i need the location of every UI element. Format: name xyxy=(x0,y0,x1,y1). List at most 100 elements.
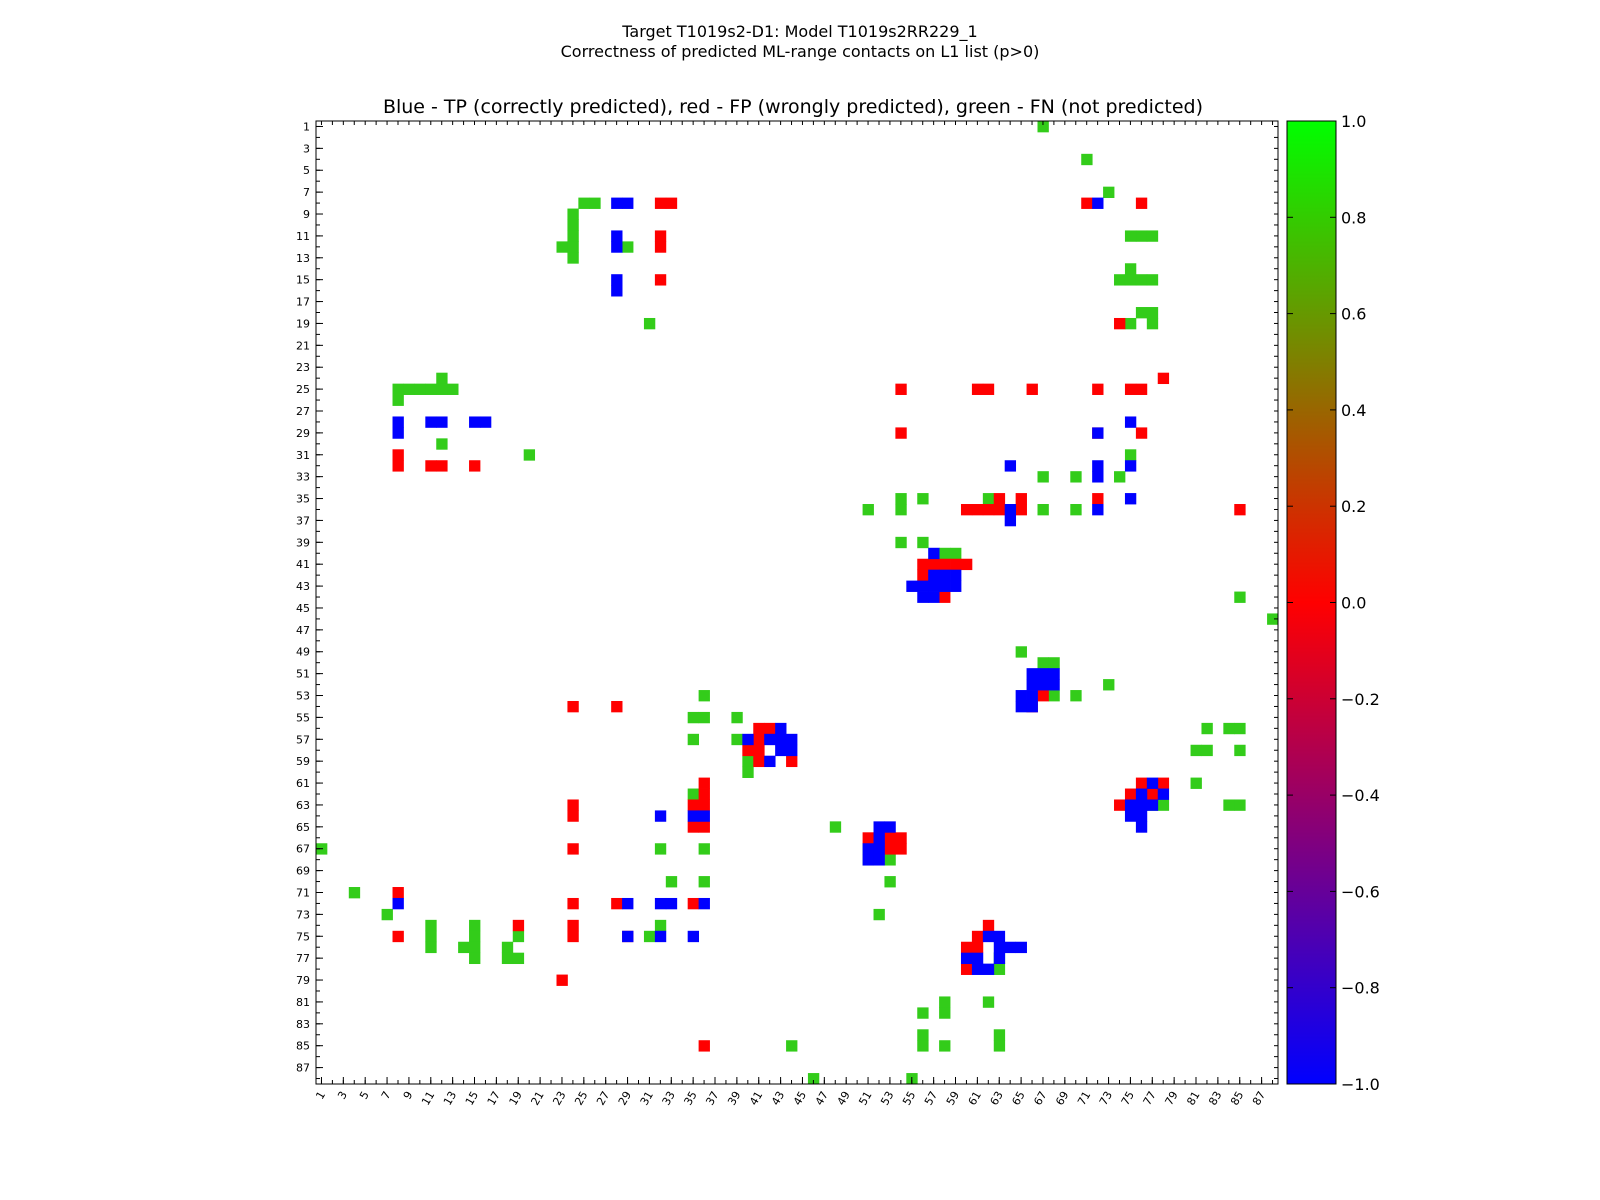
cell-tp xyxy=(654,810,667,822)
cell-fp xyxy=(895,427,907,439)
y-tick-label: 45 xyxy=(296,602,310,615)
cell-fn xyxy=(993,1040,1006,1052)
x-tick-label: 19 xyxy=(507,1089,525,1108)
cell-fp xyxy=(512,919,525,932)
cell-fn xyxy=(1124,230,1137,242)
cell-fp xyxy=(567,930,579,943)
cell-tp xyxy=(1004,941,1017,954)
y-tick-label: 25 xyxy=(296,383,310,396)
cell-fp xyxy=(742,744,754,757)
cell-fn xyxy=(1124,263,1137,275)
cell-tp xyxy=(1048,679,1060,691)
cell-fp xyxy=(917,558,929,571)
cell-fn xyxy=(917,493,929,505)
cell-tp xyxy=(1146,777,1159,789)
cell-fp xyxy=(1026,383,1038,395)
x-tick-label: 79 xyxy=(1162,1089,1180,1108)
cell-fn xyxy=(786,1040,798,1052)
x-tick-label: 59 xyxy=(944,1089,962,1108)
cell-fp xyxy=(556,974,568,986)
cell-fp xyxy=(1081,197,1093,209)
cell-tp xyxy=(1026,668,1038,680)
cell-fn xyxy=(884,876,896,888)
cell-tp xyxy=(1135,799,1148,811)
cell-fn xyxy=(1223,722,1235,735)
cell-fn xyxy=(1081,153,1093,166)
cell-tp xyxy=(611,274,623,286)
cell-fn xyxy=(917,1040,929,1052)
cell-fp xyxy=(917,569,929,582)
figure-suptitle-line1: Target T1019s2-D1: Model T1019s2RR229_1 xyxy=(622,22,978,41)
cell-fn xyxy=(1124,274,1137,286)
cell-fn xyxy=(1234,722,1246,735)
cell-fn xyxy=(1124,317,1137,330)
y-tick-label: 15 xyxy=(296,274,310,287)
cell-fp xyxy=(928,558,940,571)
cell-fn xyxy=(698,876,710,888)
cell-fn xyxy=(567,230,579,242)
cell-fn xyxy=(807,1073,820,1085)
cell-fp xyxy=(567,810,579,822)
cell-fn xyxy=(578,197,590,209)
y-tick-label: 69 xyxy=(296,865,310,878)
x-tick-label: 15 xyxy=(463,1089,481,1108)
cell-tp xyxy=(884,821,896,833)
cell-fn xyxy=(939,547,951,560)
cell-fn xyxy=(643,930,656,943)
y-tick-label: 51 xyxy=(296,668,310,681)
cell-fp xyxy=(567,700,579,713)
cell-fp xyxy=(469,460,481,472)
cell-fp xyxy=(1234,504,1246,516)
y-tick-label: 35 xyxy=(296,493,310,506)
cell-tp xyxy=(939,569,951,582)
cell-fn xyxy=(1070,471,1082,483)
figure-suptitle-line2: Correctness of predicted ML-range contac… xyxy=(560,42,1040,61)
cell-fn xyxy=(1234,799,1246,811)
y-tick-label: 49 xyxy=(296,646,310,659)
cell-fn xyxy=(381,908,393,921)
cell-tp xyxy=(906,580,918,592)
colorbar-tick-label: 1.0 xyxy=(1341,112,1366,131)
x-tick-label: 87 xyxy=(1250,1089,1268,1108)
cell-tp xyxy=(764,755,776,768)
y-tick-label: 39 xyxy=(296,536,310,549)
cell-tp xyxy=(928,591,940,603)
cell-fp xyxy=(884,832,896,844)
y-tick-label: 33 xyxy=(296,471,310,484)
cell-tp xyxy=(1004,514,1017,527)
cell-fp xyxy=(786,755,798,768)
x-tick-label: 13 xyxy=(441,1089,459,1108)
cell-fp xyxy=(993,504,1006,516)
cell-tp xyxy=(928,569,940,582)
cell-fp xyxy=(698,788,710,800)
cell-fn xyxy=(436,383,448,395)
colorbar-tick-label: 0.6 xyxy=(1341,305,1366,324)
cell-tp xyxy=(1004,460,1017,472)
cell-fn xyxy=(436,438,448,450)
cell-fn xyxy=(654,843,667,855)
cell-tp xyxy=(873,843,885,855)
cell-fp xyxy=(993,493,1006,505)
cell-fp xyxy=(392,449,404,461)
cell-fn xyxy=(1146,317,1159,330)
cell-fp xyxy=(1157,372,1170,385)
cell-fn xyxy=(1048,657,1060,669)
cell-fn xyxy=(458,941,470,954)
y-tick-label: 57 xyxy=(296,733,310,746)
plot-title: Blue - TP (correctly predicted), red - F… xyxy=(383,96,1203,118)
x-tick-label: 45 xyxy=(791,1089,809,1108)
colorbar xyxy=(1286,120,1337,1085)
cell-tp xyxy=(1124,810,1137,822)
x-tick-label: 67 xyxy=(1031,1089,1049,1108)
cell-tp xyxy=(392,897,404,910)
cell-fn xyxy=(1037,504,1049,516)
cell-fn xyxy=(1234,591,1246,603)
y-tick-label: 11 xyxy=(296,230,310,243)
cell-tp xyxy=(1092,427,1104,439)
cell-fn xyxy=(512,952,525,965)
x-tick-label: 41 xyxy=(747,1089,765,1108)
y-tick-label: 19 xyxy=(296,317,310,330)
y-tick-label: 23 xyxy=(296,361,310,374)
cell-fp xyxy=(698,821,710,833)
cell-fn xyxy=(556,241,568,253)
